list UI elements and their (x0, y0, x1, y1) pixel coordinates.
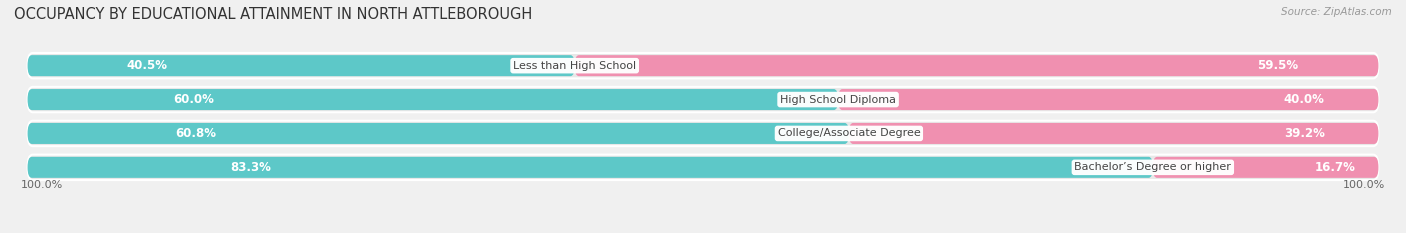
Text: Source: ZipAtlas.com: Source: ZipAtlas.com (1281, 7, 1392, 17)
Text: 59.5%: 59.5% (1257, 59, 1298, 72)
Text: OCCUPANCY BY EDUCATIONAL ATTAINMENT IN NORTH ATTLEBOROUGH: OCCUPANCY BY EDUCATIONAL ATTAINMENT IN N… (14, 7, 533, 22)
FancyBboxPatch shape (575, 55, 1378, 76)
FancyBboxPatch shape (28, 157, 1153, 178)
Text: Bachelor’s Degree or higher: Bachelor’s Degree or higher (1074, 162, 1232, 172)
FancyBboxPatch shape (28, 123, 849, 144)
Text: 100.0%: 100.0% (21, 180, 63, 190)
Text: 60.0%: 60.0% (173, 93, 214, 106)
Text: Less than High School: Less than High School (513, 61, 637, 71)
FancyBboxPatch shape (28, 155, 1378, 180)
FancyBboxPatch shape (28, 55, 575, 76)
Text: 40.5%: 40.5% (127, 59, 167, 72)
Text: College/Associate Degree: College/Associate Degree (778, 128, 921, 138)
Text: 40.0%: 40.0% (1284, 93, 1324, 106)
FancyBboxPatch shape (849, 123, 1378, 144)
FancyBboxPatch shape (28, 121, 1378, 146)
Text: 83.3%: 83.3% (231, 161, 271, 174)
FancyBboxPatch shape (28, 53, 1378, 78)
Text: 16.7%: 16.7% (1315, 161, 1355, 174)
Text: 39.2%: 39.2% (1285, 127, 1326, 140)
FancyBboxPatch shape (1153, 157, 1378, 178)
Text: High School Diploma: High School Diploma (780, 95, 896, 105)
FancyBboxPatch shape (838, 89, 1378, 110)
FancyBboxPatch shape (28, 89, 838, 110)
Text: 100.0%: 100.0% (1343, 180, 1385, 190)
Text: 60.8%: 60.8% (176, 127, 217, 140)
FancyBboxPatch shape (28, 87, 1378, 112)
